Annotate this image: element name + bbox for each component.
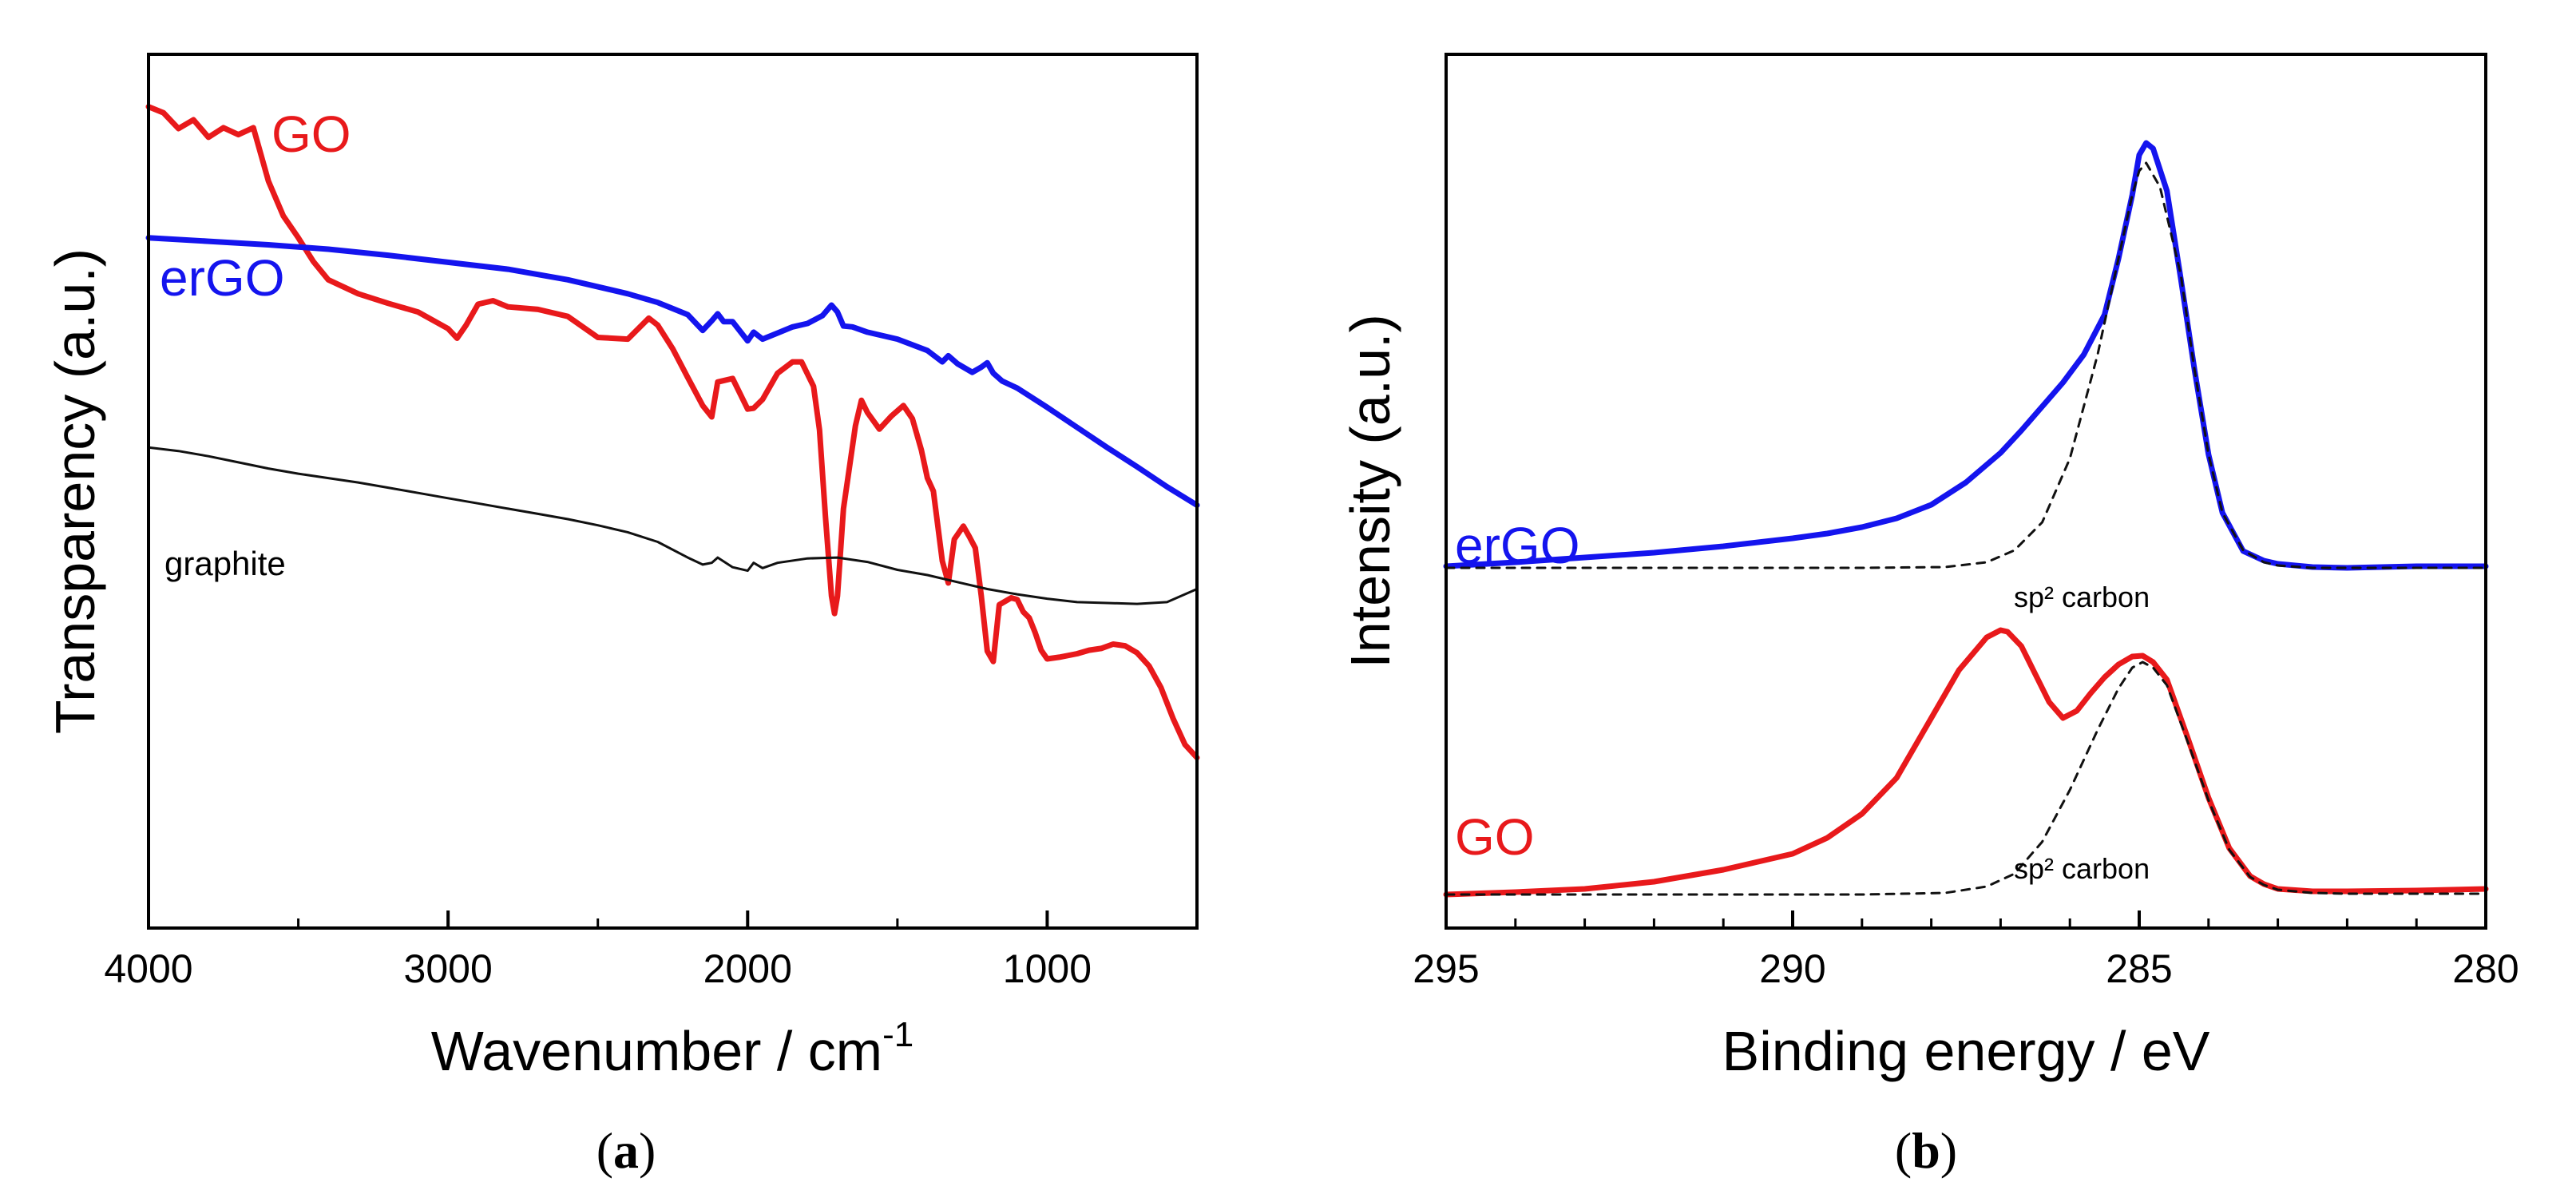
series-go-line [145,104,1200,761]
panel-b-ticks: 295 290 285 280 [1413,910,2519,991]
x-tick-label: 1000 [1003,946,1092,991]
panel-b-x-axis-title: Binding energy / eV [1722,1020,2210,1082]
panel-a-x-axis-title-main: Wavenumber / cm [431,1020,882,1082]
series-ergo-line [1443,140,2489,571]
label-go-xps: GO [1455,808,1535,866]
label-ergo: erGO [160,249,284,307]
series-go-sp2-carbon-fit-line [1445,661,2487,896]
panel-b-y-axis-title: Intensity (a.u.) [1339,314,1401,668]
panel-a-caption-letter: a [613,1122,639,1179]
x-tick-label: 280 [2452,946,2519,991]
panel-a-x-axis-title-sup: -1 [882,1015,913,1054]
panel-b-plot-frame [1445,53,2487,930]
x-tick-label: 2000 [703,946,792,991]
panel-b-xps-chart: 295 290 285 280 erGO sp² carbon GO sp² carb… [1339,53,2519,1179]
series-ergo-sp2-carbon-fit-line [1445,161,2487,569]
panel-b-series-layer [1443,140,2489,898]
x-tick-label: 285 [2106,946,2172,991]
x-tick-label: 290 [1759,946,1825,991]
panel-b-caption: (b) [1895,1122,1957,1179]
x-tick-label: 295 [1413,946,1479,991]
panel-a-ticks: 4000 3000 2000 1000 [104,910,1199,991]
series-ergo-line [145,235,1200,508]
annotation-sp2-carbon-ergo: sp² carbon [2014,581,2150,613]
x-tick-label: 4000 [104,946,192,991]
panel-a-x-axis-title: Wavenumber / cm-1 [431,1015,913,1082]
panel-a-plot-frame [147,53,1199,930]
series-graphite-line [147,446,1199,605]
label-ergo-xps: erGO [1455,517,1579,574]
series-go-line [1443,627,2489,898]
panel-a-caption: (a) [596,1122,656,1179]
annotation-sp2-carbon-go: sp² carbon [2014,852,2150,885]
panel-a-y-axis-title: Transparency (a.u.) [44,248,106,734]
label-graphite: graphite [164,545,286,582]
label-go: GO [271,105,351,163]
x-tick-label: 3000 [404,946,493,991]
panel-a-ftir-chart: 4000 3000 2000 1000 GO erGO graphite Wavenu… [44,53,1200,1179]
panel-b-caption-letter: b [1912,1122,1940,1179]
panel-a-series-layer [145,104,1200,761]
